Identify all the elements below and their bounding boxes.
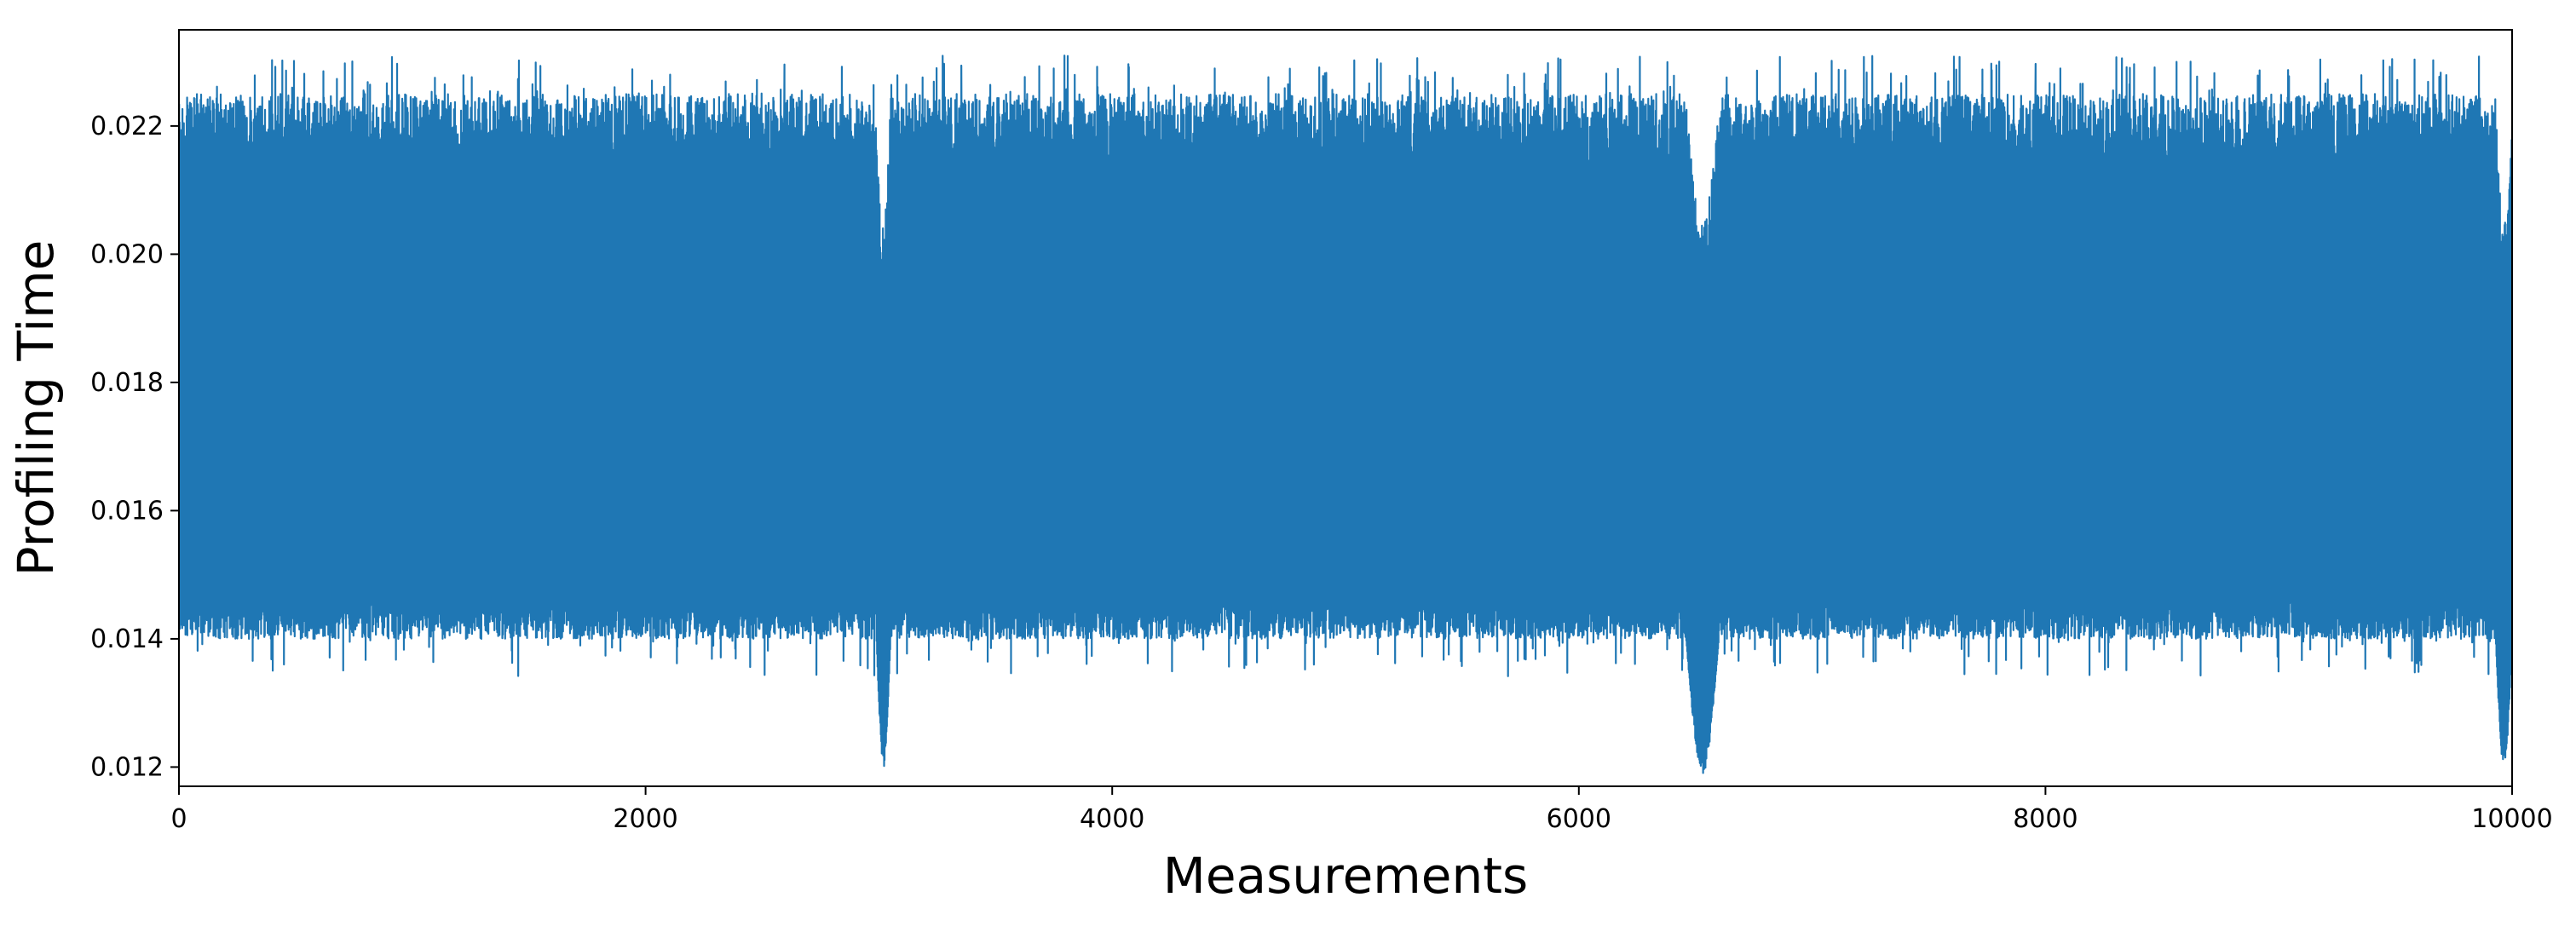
plot-area [179, 55, 2512, 774]
y-axis: 0.012 0.014 0.016 0.018 0.020 0.022 [90, 112, 179, 782]
y-tick-label: 0.014 [90, 624, 164, 654]
x-axis: 0 2000 4000 6000 8000 10000 [170, 786, 2553, 834]
x-tick-label: 0 [170, 804, 187, 834]
x-tick-label: 2000 [613, 804, 677, 834]
y-tick-label: 0.012 [90, 752, 164, 782]
x-tick-label: 8000 [2013, 804, 2078, 834]
x-tick-label: 10000 [2471, 804, 2552, 834]
y-tick-label: 0.020 [90, 239, 164, 269]
x-axis-label: Measurements [1163, 847, 1528, 905]
y-tick-label: 0.022 [90, 112, 164, 141]
series-line-profiling-time [179, 55, 2512, 774]
plot-frame [178, 29, 2513, 787]
x-tick-label: 6000 [1547, 804, 1611, 834]
y-tick-label: 0.018 [90, 368, 164, 398]
x-tick-label: 4000 [1080, 804, 1144, 834]
y-tick-label: 0.016 [90, 496, 164, 526]
y-axis-label: Profiling Time [7, 240, 65, 577]
